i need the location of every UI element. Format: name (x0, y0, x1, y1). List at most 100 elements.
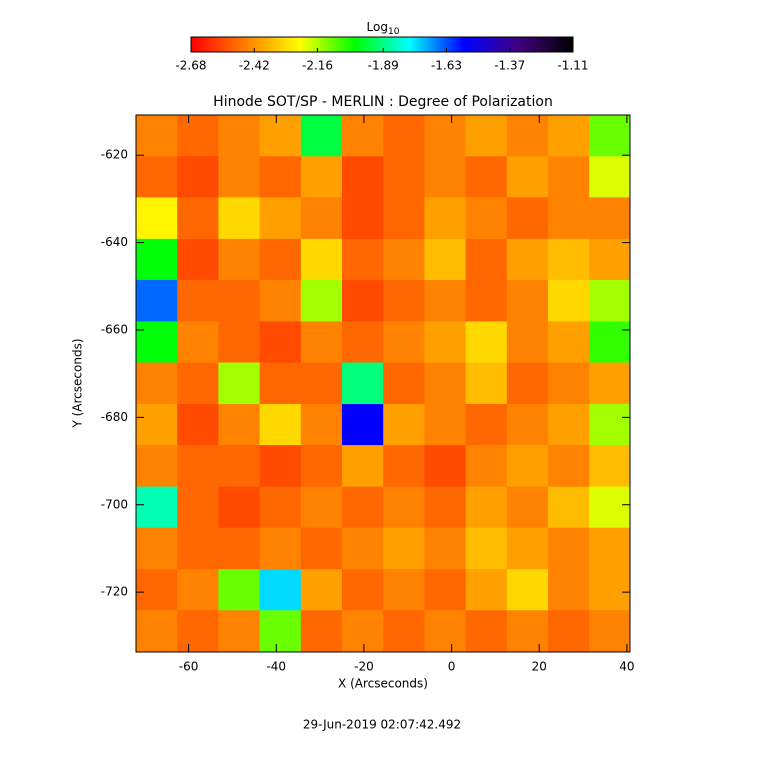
heatmap-cell (300, 569, 343, 612)
footer-date: 29-Jun-2019 02:07:42.492 (303, 718, 461, 732)
heatmap-cell (218, 569, 261, 612)
heatmap-cell (589, 404, 631, 447)
heatmap-cell (589, 610, 631, 653)
heatmap-cell (589, 569, 631, 612)
heatmap-cell (177, 527, 219, 570)
heatmap-cell (465, 610, 508, 653)
heatmap-cell (136, 486, 178, 529)
heatmap-cell (383, 569, 425, 612)
heatmap-cell (177, 404, 219, 447)
heatmap-cell (300, 238, 343, 281)
heatmap-cell (342, 445, 384, 488)
heatmap-cell (548, 569, 590, 612)
heatmap-cell (218, 238, 261, 281)
heatmap-cell (383, 197, 425, 240)
heatmap-cell (548, 527, 590, 570)
heatmap-cell (259, 362, 302, 405)
heatmap-cell (218, 279, 261, 322)
heatmap-cell (136, 156, 178, 199)
heatmap-cell (259, 115, 302, 157)
heatmap-cell (506, 115, 549, 157)
y-tick-label: -700 (101, 497, 128, 511)
heatmap-cell (177, 197, 219, 240)
heatmap-cell (259, 321, 302, 364)
heatmap-cell (506, 321, 549, 364)
colorbar-tick-label: -2.16 (302, 59, 333, 73)
colorbar-label-sub: 10 (388, 27, 400, 37)
heatmap-cell (259, 569, 302, 612)
x-tick-label: 20 (532, 660, 547, 674)
x-axis-label: X (Arcseconds) (338, 677, 428, 691)
colorbar-tick-label: -1.11 (557, 59, 588, 73)
heatmap-cell (548, 197, 590, 240)
heatmap-cell (383, 362, 425, 405)
heatmap-cell (506, 197, 549, 240)
heatmap-cell (424, 197, 467, 240)
heatmap-cell (465, 569, 508, 612)
heatmap-cell (465, 238, 508, 281)
colorbar-label-main: Log (367, 20, 388, 34)
heatmap-cell (136, 362, 178, 405)
x-tick-label: -40 (266, 660, 286, 674)
heatmap-cell (465, 115, 508, 157)
heatmap-cell (424, 321, 467, 364)
heatmap-cell (218, 445, 261, 488)
heatmap-cell (342, 610, 384, 653)
heatmap-cell (589, 486, 631, 529)
heatmap-cell (342, 238, 384, 281)
heatmap-cell (177, 279, 219, 322)
y-tick-label: -720 (101, 585, 128, 599)
heatmap (136, 115, 631, 653)
heatmap-cell (300, 156, 343, 199)
heatmap-cell (259, 527, 302, 570)
heatmap-cell (177, 156, 219, 199)
heatmap-cell (177, 486, 219, 529)
heatmap-cell (342, 486, 384, 529)
heatmap-cell (465, 197, 508, 240)
heatmap-cell (259, 610, 302, 653)
y-tick-label: -620 (101, 148, 128, 162)
heatmap-cell (424, 445, 467, 488)
colorbar-tick-label: -2.68 (175, 59, 206, 73)
heatmap-cell (136, 569, 178, 612)
heatmap-cell (177, 445, 219, 488)
heatmap-cell (506, 362, 549, 405)
heatmap-cell (300, 279, 343, 322)
colorbar-tick-label: -1.89 (368, 59, 399, 73)
heatmap-cell (383, 527, 425, 570)
heatmap-cell (465, 156, 508, 199)
heatmap-cell (589, 321, 631, 364)
heatmap-cell (424, 238, 467, 281)
y-tick-label: -640 (101, 235, 128, 249)
heatmap-cell (383, 238, 425, 281)
heatmap-cell (548, 445, 590, 488)
heatmap-cell (383, 404, 425, 447)
heatmap-cell (259, 279, 302, 322)
heatmap-cell (177, 115, 219, 157)
heatmap-cell (218, 115, 261, 157)
heatmap-cell (136, 404, 178, 447)
heatmap-cell (589, 115, 631, 157)
heatmap-cell (506, 445, 549, 488)
heatmap-cell (218, 527, 261, 570)
heatmap-cell (589, 279, 631, 322)
heatmap-cell (300, 197, 343, 240)
heatmap-cell (589, 197, 631, 240)
heatmap-cell (218, 197, 261, 240)
heatmap-cell (259, 445, 302, 488)
y-tick-label: -680 (101, 410, 128, 424)
heatmap-cell (218, 321, 261, 364)
heatmap-cell (465, 321, 508, 364)
heatmap-cell (589, 362, 631, 405)
heatmap-cell (259, 156, 302, 199)
heatmap-cell (342, 321, 384, 364)
colorbar-label: Log10 (367, 20, 400, 37)
heatmap-cell (548, 404, 590, 447)
heatmap-cell (177, 321, 219, 364)
heatmap-cell (548, 279, 590, 322)
heatmap-cell (383, 279, 425, 322)
heatmap-cell (259, 238, 302, 281)
heatmap-cell (506, 527, 549, 570)
colorbar-tick-label: -1.37 (494, 59, 525, 73)
